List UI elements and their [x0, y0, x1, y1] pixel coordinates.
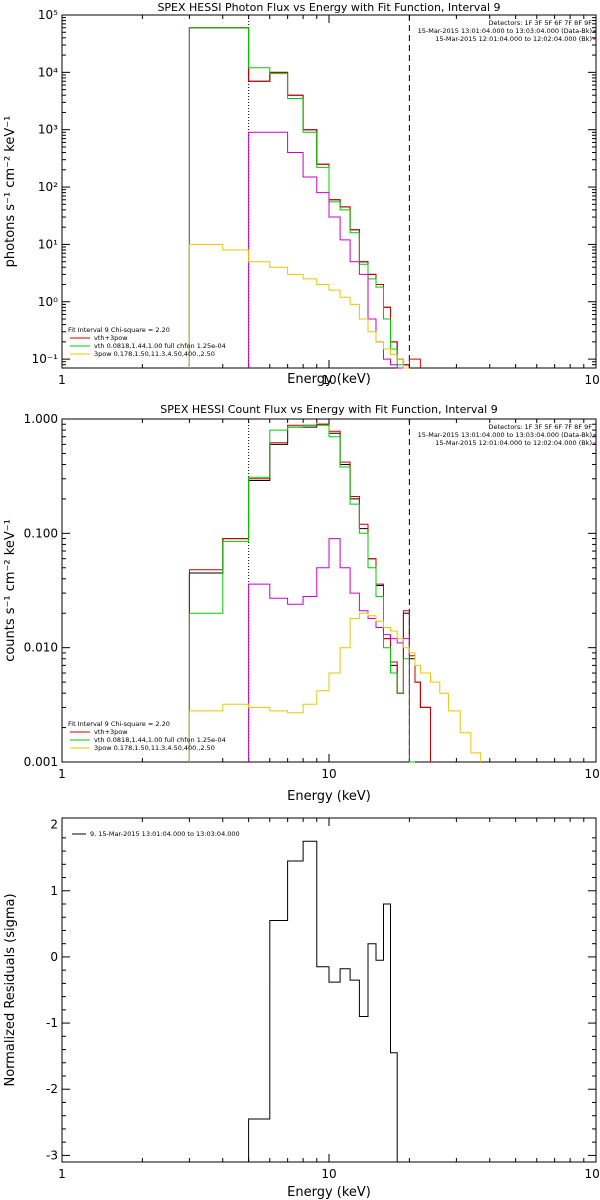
- legend-text: 9, 15-Mar-2015 13:01:04.000 to 13:03:04.…: [90, 830, 240, 838]
- legend-text: vth 0.0818,1.44,1.00 full chfon 1.25e-04: [94, 736, 226, 744]
- header-text: Detectors: 1F 3F 5F 6F 7F 8F 9F: [489, 19, 593, 27]
- x-tick-label: 1: [58, 767, 66, 781]
- x-tick-label: 1: [58, 373, 66, 387]
- legend-text: vth 0.0818,1.44,1.00 full chfon 1.25e-04: [94, 342, 226, 350]
- y-tick-label: 0.010: [24, 641, 58, 655]
- y-tick-label: 2: [50, 818, 58, 832]
- chart-title: SPEX HESSI Photon Flux vs Energy with Fi…: [157, 1, 500, 14]
- chart-title: SPEX HESSI Count Flux vs Energy with Fit…: [160, 403, 497, 416]
- x-tick-label: 10: [321, 373, 336, 387]
- x-axis-label: Energy (keV): [287, 789, 371, 804]
- y-tick-label: 10⁰: [38, 295, 58, 309]
- legend-text: Fit Interval 9 Chi-square = 2.20: [68, 326, 170, 334]
- series-line: [188, 423, 431, 762]
- plot-frame: [61, 418, 597, 763]
- y-axis-label: photons s⁻¹ cm⁻² keV⁻¹: [3, 116, 18, 268]
- chart-panel-3: 1 10 100 Energy (keV) -3 -2 -1 0 1 2 Normalized Re…: [3, 817, 600, 1200]
- chart-panel-1: SPEX HESSI Photon Flux vs Energy with Fi…: [3, 1, 600, 387]
- header-text: Detectors: 1F 3F 5F 6F 7F 8F 9F: [489, 423, 593, 431]
- header-text: 15-Mar-2015 12:01:04.000 to 12:02:04.000…: [435, 35, 592, 43]
- y-tick-label: 10³: [38, 123, 58, 137]
- legend: 9, 15-Mar-2015 13:01:04.000 to 13:03:04.…: [72, 830, 240, 838]
- y-tick-label: 10⁻¹: [32, 352, 59, 366]
- y-axis-label: Normalized Residuals (sigma): [3, 893, 18, 1086]
- legend: Fit Interval 9 Chi-square = 2.20vth+3pow…: [68, 720, 226, 752]
- series-line: [188, 27, 421, 368]
- legend-text: vth+3pow: [94, 334, 128, 342]
- series-line: [188, 424, 415, 763]
- y-tick-label: 10⁵: [38, 8, 58, 22]
- series-line: [188, 423, 431, 762]
- y-tick-label: -2: [46, 1082, 58, 1096]
- y-axis: 10⁻¹ 10⁰ 10¹ 10² 10³ 10⁴ 10⁵: [32, 8, 596, 369]
- chart-panel-2: SPEX HESSI Count Flux vs Energy with Fit…: [3, 403, 600, 804]
- series-line: [188, 243, 410, 369]
- legend-text: vth+3pow: [94, 728, 128, 736]
- x-axis-label: Energy (keV): [287, 372, 371, 387]
- legend: Fit Interval 9 Chi-square = 2.20vth+3pow…: [68, 326, 226, 358]
- series-line: [248, 538, 410, 762]
- y-axis-label: counts s⁻¹ cm⁻² keV⁻¹: [3, 519, 18, 662]
- y-tick-label: -3: [46, 1148, 58, 1162]
- x-axis: 1 10 100: [58, 818, 600, 1181]
- y-tick-label: 1.000: [24, 412, 58, 426]
- y-axis: 0.001 0.010 0.100 1.000: [24, 412, 596, 769]
- series-line: [188, 612, 482, 762]
- x-tick-label: 1: [58, 1167, 66, 1181]
- y-tick-label: 10²: [38, 180, 58, 194]
- x-tick-label: 10: [321, 767, 336, 781]
- series-line: [248, 840, 410, 1163]
- series-line: [188, 27, 410, 369]
- y-tick-label: 10¹: [38, 237, 58, 251]
- y-tick-label: 10⁴: [38, 65, 58, 79]
- series-line: [188, 27, 410, 368]
- legend-text: 3pow 0.178,1.50,11.3,4.50,400.,2.50: [94, 350, 215, 358]
- y-tick-label: 0: [50, 950, 58, 964]
- header-text: 15-Mar-2015 13:01:04.000 to 13:03:04.000…: [418, 431, 592, 439]
- y-tick-label: 1: [50, 884, 58, 898]
- x-axis-label: Energy (keV): [287, 1185, 371, 1200]
- x-tick-label: 100: [585, 1167, 600, 1181]
- x-tick-label: 10: [321, 1167, 336, 1181]
- header-text: 15-Mar-2015 13:01:04.000 to 13:03:04.000…: [418, 27, 592, 35]
- y-axis: -3 -2 -1 0 1 2: [46, 818, 596, 1162]
- plot-frame: [61, 817, 597, 1163]
- legend-text: 3pow 0.178,1.50,11.3,4.50,400.,2.50: [94, 744, 215, 752]
- y-tick-label: -1: [46, 1016, 58, 1030]
- y-tick-label: 0.100: [24, 526, 58, 540]
- header-text: 15-Mar-2015 12:01:04.000 to 12:02:04.000…: [435, 439, 592, 447]
- series-line: [248, 131, 404, 369]
- y-tick-label: 0.001: [24, 755, 58, 769]
- legend-text: Fit Interval 9 Chi-square = 2.20: [68, 720, 170, 728]
- x-tick-label: 100: [585, 767, 600, 781]
- x-tick-label: 100: [585, 373, 600, 387]
